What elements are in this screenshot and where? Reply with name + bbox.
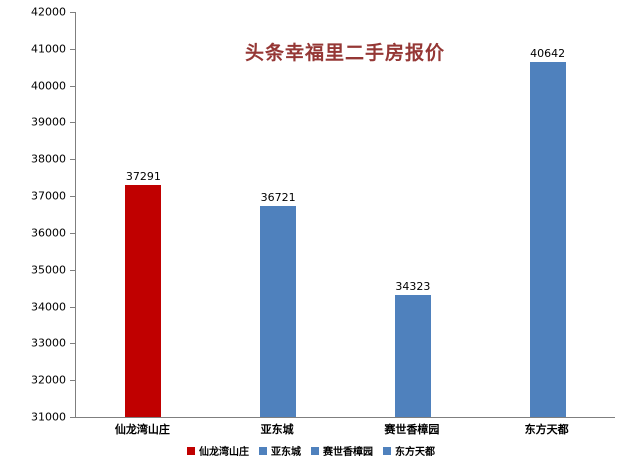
legend-item: 东方天都	[383, 443, 435, 458]
y-tick-mark	[70, 159, 75, 161]
y-tick-label: 32000	[31, 373, 66, 387]
bar	[394, 294, 431, 417]
chart-title: 头条幸福里二手房报价	[244, 42, 445, 64]
legend-swatch-icon	[383, 446, 391, 455]
y-tick-mark	[70, 12, 75, 13]
y-tick-label: 31000	[31, 410, 66, 424]
y-tick-mark	[70, 417, 75, 418]
y-tick-label: 37000	[31, 189, 66, 203]
legend-item: 亚东城	[259, 443, 301, 458]
plot-area: 37291 36721 34323 40642	[70, 12, 615, 418]
bar-slot: 40642	[480, 12, 615, 417]
y-tick-label: 41000	[31, 42, 66, 56]
bar-slot: 36721	[211, 12, 346, 417]
x-tick-label: 赛世香樟园	[384, 423, 440, 436]
bar-value-label: 40642	[530, 47, 566, 60]
x-tick-label: 亚东城	[260, 423, 294, 436]
bar-value-label: 34323	[395, 279, 431, 293]
x-tick-label: 仙龙湾山庄	[114, 423, 170, 436]
y-tick-label: 39000	[31, 115, 66, 129]
y-tick-mark	[70, 232, 75, 234]
y-tick-mark	[70, 85, 75, 87]
bar	[125, 185, 162, 417]
legend-label: 赛世香樟园	[323, 447, 373, 458]
y-tick-label: 42000	[31, 5, 66, 19]
y-tick-mark	[70, 48, 75, 50]
legend-swatch-icon	[311, 446, 319, 455]
y-tick-mark	[70, 343, 75, 345]
bar	[529, 62, 566, 417]
legend-item: 赛世香樟园	[311, 443, 373, 458]
x-tick-label: 东方天都	[524, 423, 569, 436]
y-tick-label: 33000	[31, 336, 66, 350]
y-tick-mark	[70, 196, 75, 198]
bar	[260, 206, 297, 417]
y-tick-mark	[70, 122, 75, 124]
bar-value-label: 37291	[125, 170, 161, 184]
y-tick-label: 38000	[31, 152, 66, 166]
y-axis: 31000 32000 33000 34000 35000 36000 37000 38000…	[0, 6, 66, 424]
y-tick-label: 40000	[31, 79, 66, 93]
y-tick-mark	[70, 306, 75, 308]
y-tick-mark	[70, 269, 75, 271]
y-tick-mark	[70, 380, 75, 382]
y-tick-label: 36000	[31, 226, 66, 240]
legend-swatch-icon	[259, 446, 267, 455]
legend-label: 亚东城	[271, 447, 301, 458]
y-tick-label: 34000	[31, 300, 66, 314]
legend-label: 东方天都	[395, 447, 435, 458]
bar-value-label: 36721	[260, 191, 296, 205]
y-tick-label: 35000	[31, 263, 66, 277]
legend-swatch-icon	[187, 446, 195, 455]
legend-item: 仙龙湾山庄	[187, 443, 249, 458]
bar-slots: 37291 36721 34323 40642	[76, 12, 615, 417]
bar-slot: 34323	[346, 12, 481, 417]
bar-slot: 37291	[76, 12, 211, 417]
legend: 仙龙湾山庄 亚东城 赛世香樟园 东方天都	[0, 443, 622, 458]
legend-label: 仙龙湾山庄	[199, 447, 249, 458]
x-axis-labels: 仙龙湾山庄 亚东城 赛世香樟园 东方天都	[75, 421, 614, 437]
